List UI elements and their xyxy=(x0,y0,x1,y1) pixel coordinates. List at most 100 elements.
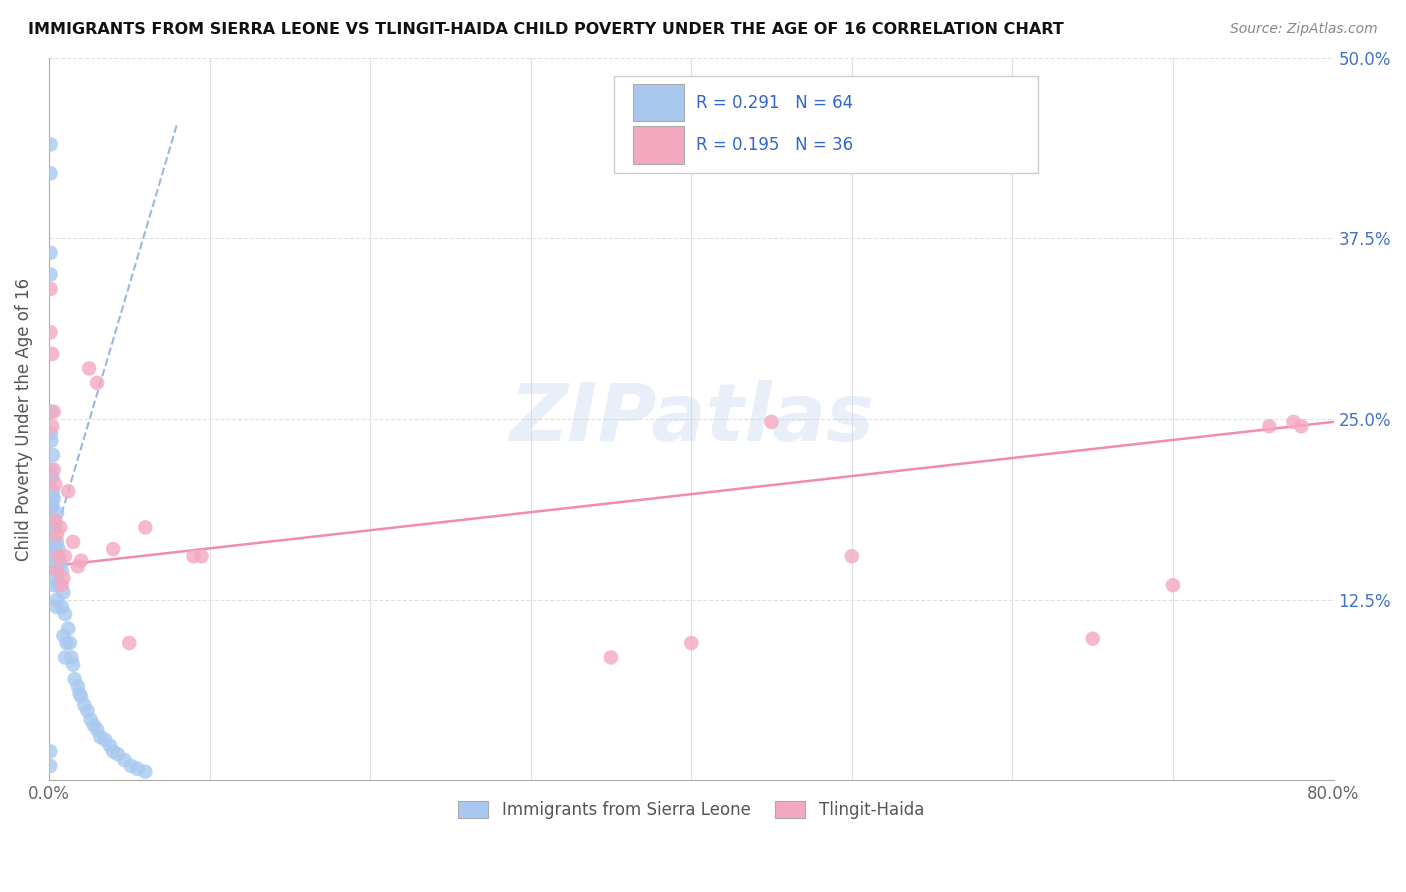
Point xyxy=(63,672,86,686)
Point xyxy=(41,470,63,484)
Point xyxy=(134,520,156,534)
Point xyxy=(42,557,65,571)
Point xyxy=(41,491,63,506)
Point xyxy=(89,730,111,744)
Point xyxy=(58,484,80,499)
Point xyxy=(41,520,63,534)
Point xyxy=(42,484,65,499)
Point xyxy=(41,405,63,419)
Point xyxy=(70,690,93,704)
Point xyxy=(39,245,62,260)
Point xyxy=(52,629,75,643)
Text: IMMIGRANTS FROM SIERRA LEONE VS TLINGIT-HAIDA CHILD POVERTY UNDER THE AGE OF 16 : IMMIGRANTS FROM SIERRA LEONE VS TLINGIT-… xyxy=(28,22,1064,37)
Point xyxy=(39,499,62,513)
Point xyxy=(42,491,65,506)
Point xyxy=(1081,632,1104,646)
FancyBboxPatch shape xyxy=(634,127,683,164)
Point xyxy=(42,513,65,527)
Point xyxy=(118,636,141,650)
FancyBboxPatch shape xyxy=(634,84,683,121)
Point xyxy=(114,753,136,767)
Legend: Immigrants from Sierra Leone, Tlingit-Haida: Immigrants from Sierra Leone, Tlingit-Ha… xyxy=(451,795,931,826)
Point xyxy=(51,578,73,592)
Point xyxy=(841,549,863,564)
Point xyxy=(127,762,149,776)
Point xyxy=(46,592,69,607)
Point xyxy=(42,405,65,419)
Point xyxy=(39,282,62,296)
Point xyxy=(41,419,63,434)
Point xyxy=(83,718,105,732)
Point xyxy=(39,744,62,758)
Point xyxy=(49,520,72,534)
Point xyxy=(44,520,66,534)
Point xyxy=(1282,415,1305,429)
Point xyxy=(73,698,96,713)
Point xyxy=(59,636,82,650)
Point xyxy=(46,564,69,578)
Point xyxy=(41,499,63,513)
Point xyxy=(1291,419,1313,434)
Point xyxy=(183,549,205,564)
Point xyxy=(39,326,62,340)
Point xyxy=(94,732,117,747)
Point xyxy=(41,549,63,564)
Point xyxy=(53,549,76,564)
Point xyxy=(107,747,129,762)
Point xyxy=(51,564,73,578)
Point xyxy=(44,477,66,491)
Point xyxy=(44,571,66,585)
Point xyxy=(103,542,125,557)
Point xyxy=(761,415,783,429)
Point xyxy=(39,137,62,152)
Point xyxy=(62,534,84,549)
Point xyxy=(46,564,69,578)
Point xyxy=(52,585,75,599)
Point xyxy=(51,599,73,614)
Point xyxy=(46,506,69,520)
Point xyxy=(52,571,75,585)
Point xyxy=(41,347,63,361)
Point xyxy=(69,687,91,701)
Point xyxy=(98,739,121,753)
Point xyxy=(86,723,108,737)
Y-axis label: Child Poverty Under the Age of 16: Child Poverty Under the Age of 16 xyxy=(15,277,32,560)
Point xyxy=(42,448,65,462)
Point xyxy=(39,426,62,441)
FancyBboxPatch shape xyxy=(614,76,1038,173)
Point xyxy=(58,622,80,636)
Point xyxy=(42,578,65,592)
Point xyxy=(45,599,67,614)
Point xyxy=(39,166,62,180)
Point xyxy=(42,534,65,549)
Point xyxy=(53,650,76,665)
Point xyxy=(80,713,103,727)
Point xyxy=(120,759,142,773)
Point xyxy=(103,744,125,758)
Point xyxy=(42,462,65,476)
Point xyxy=(70,554,93,568)
Point xyxy=(41,434,63,448)
Point xyxy=(66,679,89,693)
Point xyxy=(1001,159,1024,173)
Text: Source: ZipAtlas.com: Source: ZipAtlas.com xyxy=(1230,22,1378,37)
Point xyxy=(600,650,623,665)
Point xyxy=(86,376,108,390)
Point xyxy=(46,527,69,541)
Point xyxy=(77,361,100,376)
Point xyxy=(190,549,212,564)
Point xyxy=(76,704,98,718)
Text: ZIPatlas: ZIPatlas xyxy=(509,380,873,458)
Point xyxy=(48,578,70,592)
Point xyxy=(46,534,69,549)
Point xyxy=(134,764,156,779)
Point xyxy=(48,549,70,564)
Point xyxy=(49,557,72,571)
Point xyxy=(41,470,63,484)
Point xyxy=(53,607,76,621)
Point xyxy=(66,559,89,574)
Point xyxy=(39,759,62,773)
Point xyxy=(44,513,66,527)
Point xyxy=(44,542,66,557)
Point xyxy=(681,636,703,650)
